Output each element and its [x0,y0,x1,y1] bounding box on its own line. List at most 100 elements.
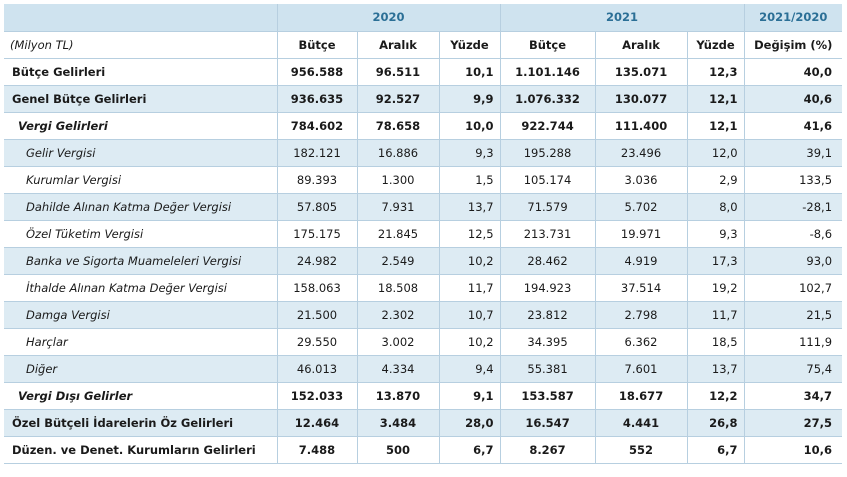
december-2020-cell: 3.002 [357,328,440,356]
table-row: Bütçe Gelirleri 956.588 96.511 10,1 1.101.14… [4,58,843,86]
table-row: Düzen. ve Denet. Kurumların Gelirleri 7.4… [4,436,843,464]
december-2020-cell: 13.870 [357,382,440,410]
budget-2021-cell: 213.731 [500,220,596,248]
table-row: Diğer 46.013 4.334 9,4 55.381 7.601 13,7 75,4 [4,355,843,383]
table-row: Genel Bütçe Gelirleri 936.635 92.527 9,9 1.0… [4,85,843,113]
december-2020-cell: 1.300 [357,166,440,194]
december-2020-cell: 4.334 [357,355,440,383]
budget-2020-cell: 956.588 [277,58,358,86]
december-2021-cell: 4.919 [595,247,688,275]
col-december-2021: Aralık [595,31,688,59]
december-2021-cell: 23.496 [595,139,688,167]
percent-2021-cell: 12,2 [687,382,745,410]
december-2020-cell: 16.886 [357,139,440,167]
budget-2021-cell: 16.547 [500,409,596,437]
change-cell: 34,7 [744,382,843,410]
percent-2021-cell: 12,1 [687,85,745,113]
percent-2020-cell: 6,7 [439,436,501,464]
budget-2021-cell: 71.579 [500,193,596,221]
percent-2020-cell: 9,4 [439,355,501,383]
budget-2020-cell: 57.805 [277,193,358,221]
budget-2021-cell: 1.101.146 [500,58,596,86]
row-label: Özel Bütçeli İdarelerin Öz Gelirleri [4,409,278,437]
percent-2020-cell: 10,2 [439,328,501,356]
change-cell: 10,6 [744,436,843,464]
budget-2020-cell: 29.550 [277,328,358,356]
change-cell: 40,6 [744,85,843,113]
december-2021-cell: 2.798 [595,301,688,329]
percent-2020-cell: 10,1 [439,58,501,86]
header-blank-cell [4,4,278,32]
december-2021-cell: 552 [595,436,688,464]
row-label: Banka ve Sigorta Muameleleri Vergisi [4,247,278,275]
table-row: Vergi Dışı Gelirler 152.033 13.870 9,1 153.5… [4,382,843,410]
change-cell: 21,5 [744,301,843,329]
december-2021-cell: 19.971 [595,220,688,248]
row-label: Gelir Vergisi [4,139,278,167]
table-row: Özel Tüketim Vergisi 175.175 21.845 12,5 213… [4,220,843,248]
change-cell: 133,5 [744,166,843,194]
percent-2021-cell: 17,3 [687,247,745,275]
percent-2020-cell: 9,1 [439,382,501,410]
budget-2020-cell: 7.488 [277,436,358,464]
change-cell: -28,1 [744,193,843,221]
row-label: Düzen. ve Denet. Kurumların Gelirleri [4,436,278,464]
budget-2021-cell: 195.288 [500,139,596,167]
change-cell: 111,9 [744,328,843,356]
col-december-2020: Aralık [357,31,440,59]
year-2021-header: 2021 [500,4,745,32]
budget-2020-cell: 936.635 [277,85,358,113]
budget-2021-cell: 28.462 [500,247,596,275]
percent-2021-cell: 11,7 [687,301,745,329]
december-2020-cell: 92.527 [357,85,440,113]
row-label: Kurumlar Vergisi [4,166,278,194]
percent-2020-cell: 1,5 [439,166,501,194]
december-2020-cell: 2.302 [357,301,440,329]
col-budget-2020: Bütçe [277,31,358,59]
percent-2021-cell: 13,7 [687,355,745,383]
december-2021-cell: 37.514 [595,274,688,302]
row-label: Vergi Gelirleri [4,112,278,140]
table-row: Harçlar 29.550 3.002 10,2 34.395 6.362 18,5 111… [4,328,843,356]
budget-2021-cell: 1.076.332 [500,85,596,113]
budget-2020-cell: 152.033 [277,382,358,410]
december-2020-cell: 78.658 [357,112,440,140]
percent-2021-cell: 12,1 [687,112,745,140]
year-header-row: 2020 2021 2021/2020 [4,4,843,32]
percent-2020-cell: 13,7 [439,193,501,221]
december-2021-cell: 3.036 [595,166,688,194]
table-row: Vergi Gelirleri 784.602 78.658 10,0 922.744 1… [4,112,843,140]
percent-2021-cell: 8,0 [687,193,745,221]
year-2020-header: 2020 [277,4,501,32]
percent-2020-cell: 9,3 [439,139,501,167]
december-2021-cell: 4.441 [595,409,688,437]
change-cell: 40,0 [744,58,843,86]
table-row: Dahilde Alınan Katma Değer Vergisi 57.805… [4,193,843,221]
budget-2021-cell: 23.812 [500,301,596,329]
row-label: Diğer [4,355,278,383]
change-cell: 41,6 [744,112,843,140]
percent-2020-cell: 10,2 [439,247,501,275]
december-2020-cell: 2.549 [357,247,440,275]
budget-2021-cell: 194.923 [500,274,596,302]
change-cell: 75,4 [744,355,843,383]
unit-label: (Milyon TL) [4,31,278,59]
december-2021-cell: 5.702 [595,193,688,221]
budget-2021-cell: 105.174 [500,166,596,194]
row-label: Genel Bütçe Gelirleri [4,85,278,113]
budget-2020-cell: 21.500 [277,301,358,329]
table-body: Bütçe Gelirleri 956.588 96.511 10,1 1.101.14… [4,58,843,464]
row-label: Harçlar [4,328,278,356]
percent-2020-cell: 12,5 [439,220,501,248]
row-label: İthalde Alınan Katma Değer Vergisi [4,274,278,302]
col-change: Değişim (%) [744,31,843,59]
budget-2020-cell: 784.602 [277,112,358,140]
budget-2021-cell: 922.744 [500,112,596,140]
percent-2020-cell: 28,0 [439,409,501,437]
change-cell: 102,7 [744,274,843,302]
table-row: İthalde Alınan Katma Değer Vergisi 158.06… [4,274,843,302]
table-row: Özel Bütçeli İdarelerin Öz Gelirleri 12.4… [4,409,843,437]
percent-2020-cell: 10,7 [439,301,501,329]
percent-2021-cell: 9,3 [687,220,745,248]
change-cell: 39,1 [744,139,843,167]
